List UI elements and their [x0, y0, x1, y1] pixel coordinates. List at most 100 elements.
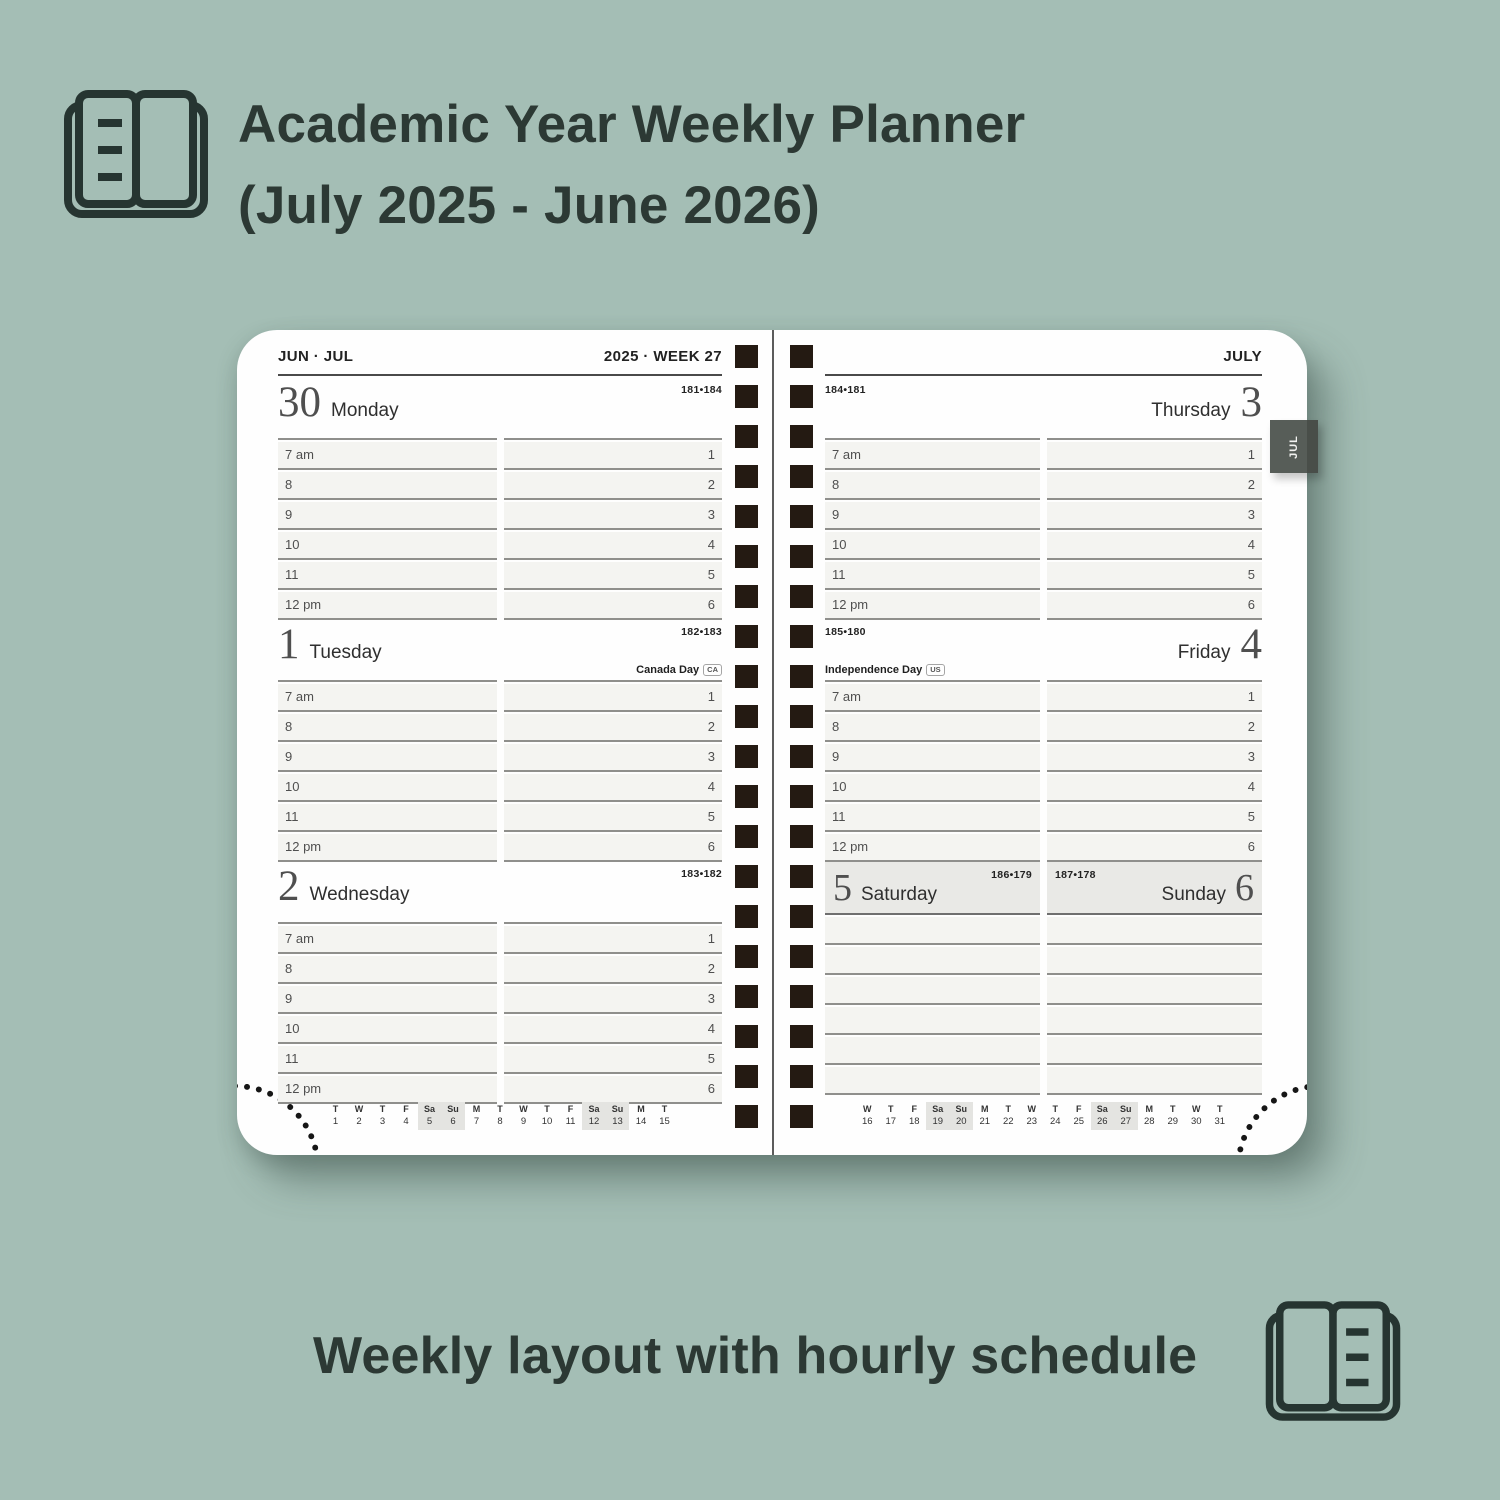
hour-row: 3 [503, 986, 722, 1014]
hour-row: 11 [278, 562, 497, 590]
mini-calendar-date: 9 [520, 1116, 527, 1127]
hour-row: 6 [503, 1076, 722, 1104]
binding-hole [790, 745, 813, 768]
planner-pages: JUN · JUL 2025 · WEEK 27 30 Monday 181•1… [237, 330, 1307, 1155]
page-title: Academic Year Weekly Planner (July 2025 … [238, 84, 1025, 246]
hour-label: 9 [285, 991, 293, 1006]
mini-calendar-date: 31 [1214, 1116, 1226, 1127]
hour-number: 6 [707, 1081, 715, 1096]
binding-hole [790, 825, 813, 848]
hour-row: 7 am [825, 684, 1040, 712]
binding-hole [735, 425, 758, 448]
mini-calendar-day: M 28 [1138, 1102, 1162, 1130]
hour-label: 10 [285, 537, 300, 552]
mini-calendar-weekday: Su [955, 1104, 967, 1114]
mini-calendar-date: 3 [379, 1116, 386, 1127]
mini-calendar-weekday: T [1052, 1104, 1059, 1114]
hour-label: 10 [285, 1021, 300, 1036]
left-page-header: JUN · JUL 2025 · WEEK 27 [278, 348, 722, 376]
binding-hole [790, 625, 813, 648]
binding-hole [790, 505, 813, 528]
hour-row: 5 [503, 1046, 722, 1074]
mini-calendar-date: 16 [861, 1116, 873, 1127]
notes-row [825, 1037, 1040, 1065]
mini-calendar-date: 15 [659, 1116, 670, 1127]
mini-calendar-day: F 18 [903, 1102, 927, 1130]
mini-calendar-date: 4 [403, 1116, 409, 1127]
mini-calendar-weekday: T [888, 1104, 894, 1114]
mini-calendar-day: W 23 [1020, 1102, 1044, 1130]
hour-row: 12 pm [278, 592, 497, 620]
holiday-name: Canada Day [636, 664, 700, 676]
hourly-schedule: 7 am 8 9 10 11 12 pm 1 2 3 4 5 6 [825, 680, 1262, 862]
mini-calendar-day: Sa 26 [1090, 1102, 1114, 1130]
hour-label: 9 [832, 507, 840, 522]
holiday-country-badge: US [926, 664, 945, 676]
hour-number: 4 [707, 537, 715, 552]
hour-number: 3 [1247, 749, 1255, 764]
hour-row: 5 [1047, 562, 1262, 590]
binding-column [735, 345, 758, 1128]
mini-calendar-date: 28 [1143, 1116, 1155, 1127]
binding-hole [735, 1065, 758, 1088]
hour-row: 5 [503, 562, 722, 590]
mini-calendar-date: 20 [955, 1116, 967, 1127]
day-name: Saturday [861, 883, 938, 905]
holiday-label: Canada Day CA [636, 664, 722, 676]
day-number: 30 [278, 379, 321, 426]
hour-row: 10 [825, 774, 1040, 802]
hour-row: 2 [1047, 714, 1262, 742]
holiday-country-badge: CA [703, 664, 722, 676]
hour-row: 5 [503, 804, 722, 832]
notes-row [825, 1067, 1040, 1095]
saturday-header: 5 Saturday 186•179 [825, 860, 1040, 915]
tab-label: JUL [1288, 434, 1300, 459]
hour-row: 7 am [278, 926, 497, 954]
mini-calendar-day: T 29 [1161, 1102, 1185, 1130]
hour-label: 7 am [285, 689, 314, 704]
hour-label-column: 7 am 8 9 10 11 12 pm [278, 438, 497, 620]
holiday-name: Independence Day [825, 664, 923, 676]
hour-row: 12 pm [825, 834, 1040, 862]
binding-hole [790, 425, 813, 448]
day-number: 5 [833, 866, 852, 909]
page-reference: 182•183 [681, 626, 722, 638]
mini-calendar-day: Sa 19 [926, 1102, 950, 1130]
hour-row: 6 [503, 834, 722, 862]
binding-hole [790, 545, 813, 568]
notes-row [825, 917, 1040, 945]
hour-row: 1 [503, 442, 722, 470]
day-header: 30 Monday 181•184 [278, 376, 722, 438]
day-header: Thursday 3 184•181 [825, 376, 1262, 438]
saturday-column: 5 Saturday 186•179 [825, 860, 1040, 1102]
hourly-schedule: 7 am 8 9 10 11 12 pm 1 2 3 4 5 6 [278, 680, 722, 862]
hour-label: 12 pm [832, 597, 869, 612]
hour-label: 8 [285, 719, 293, 734]
hour-number: 6 [707, 839, 715, 854]
mini-calendar-day: F 25 [1067, 1102, 1091, 1130]
mini-calendar-date: 11 [565, 1116, 576, 1127]
binding-hole [735, 385, 758, 408]
hourly-schedule: 7 am 8 9 10 11 12 pm 1 2 3 4 5 6 [825, 438, 1262, 620]
notes-row [825, 947, 1040, 975]
mini-calendar-day: M 14 [629, 1102, 653, 1130]
day-title: 5 Saturday [833, 869, 937, 907]
hour-label-column: 7 am 8 9 10 11 12 pm [825, 680, 1040, 862]
mini-calendar-day: Su 27 [1114, 1102, 1138, 1130]
binding-hole [790, 385, 813, 408]
day-title: 2 Wednesday [278, 865, 410, 908]
day-header: 2 Wednesday 183•182 [278, 860, 722, 922]
mini-calendar-date: 7 [473, 1116, 480, 1127]
binding-hole [735, 825, 758, 848]
mini-calendar-day: Su 20 [949, 1102, 973, 1130]
day-number: 6 [1235, 866, 1254, 909]
hour-label: 11 [285, 567, 299, 582]
mini-calendar-date: 10 [541, 1116, 553, 1127]
notes-row [825, 977, 1040, 1005]
hour-label: 10 [285, 779, 300, 794]
mini-calendar-date: 13 [612, 1116, 623, 1127]
hour-number: 1 [1247, 447, 1255, 462]
day-number: 4 [1240, 621, 1263, 668]
